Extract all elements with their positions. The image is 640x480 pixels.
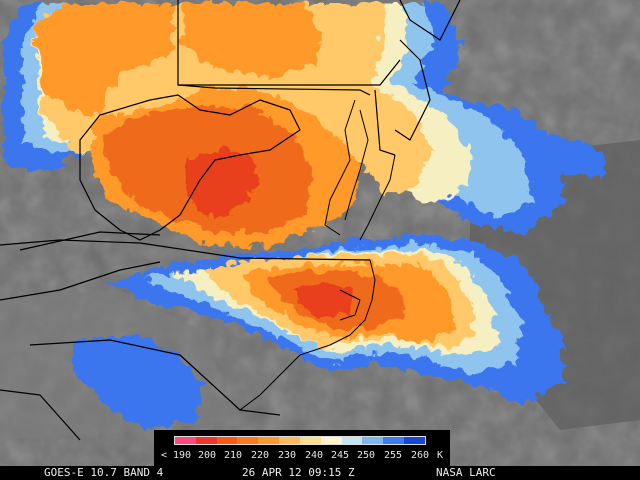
colorbar-tick-label: 220 [250,450,270,461]
colorbar-swatch [258,437,280,444]
coastlines [239,99,396,411]
colorbar-tick-label: 230 [277,450,297,461]
colorbar-tick-label: 210 [223,450,243,461]
colorbar-swatch [299,437,321,444]
cloud-red-core-north [180,145,255,215]
temperature-legend: < 190 200 210 220 230 240 245 250 255 260 K [154,430,450,466]
cloud-blue-patch-southwest [70,330,200,425]
cloud-red-core-south [290,278,350,315]
border-de-md [374,89,396,156]
colorbar-tick-label: 200 [197,450,217,461]
satellite-band-label: GOES-E 10.7 BAND 4 [44,466,164,479]
border-wv [79,94,301,241]
sc-coast [239,354,301,411]
colorbar-tick-label: 245 [330,450,350,461]
border-va-west [19,231,161,251]
colorbar-swatch [320,437,342,444]
colorbar-swatch [175,437,196,444]
pamlico-sound [339,289,361,321]
colorbar-swatch [404,437,425,444]
image-caption: GOES-E 10.7 BAND 4 26 APR 12 09:15 Z NAS… [0,466,640,480]
colorbar-unit-label: K [436,450,444,461]
colorbar-swatch [237,437,259,444]
colorbar-tick-label: 255 [383,450,403,461]
border-ky-tn [0,261,161,301]
colorbar-swatch [216,437,238,444]
border-va-nc [0,239,371,261]
border-nc-sc [29,339,281,416]
colorbar-tick-label: 250 [356,450,376,461]
delmarva-coast [359,154,396,241]
cloud-orange-northeast [180,0,320,75]
nc-outer-banks [299,259,376,356]
colorbar-swatch [362,437,384,444]
border-nj [394,39,431,141]
image-datetime: 26 APR 12 09:15 Z [242,466,355,479]
colorbar-labels: < 190 200 210 220 230 240 245 250 255 260 K [154,450,450,464]
colorbar-swatch [383,437,405,444]
colorbar-tick-label: 240 [304,450,324,461]
colorbar-swatch [341,437,363,444]
border-pa-north [177,0,401,86]
colorbar-swatch [195,437,217,444]
chesapeake-bay [324,99,369,236]
colorbar-tick-label: 260 [410,450,430,461]
state-borders [0,0,461,441]
border-pa-md [177,84,371,96]
border-sc-ga [0,389,81,441]
colorbar-swatch [279,437,300,444]
border-ny [399,0,461,41]
image-source: NASA LARC [436,466,496,479]
temperature-colorbar [174,436,426,445]
colorbar-tick-label: < 190 [160,450,192,461]
